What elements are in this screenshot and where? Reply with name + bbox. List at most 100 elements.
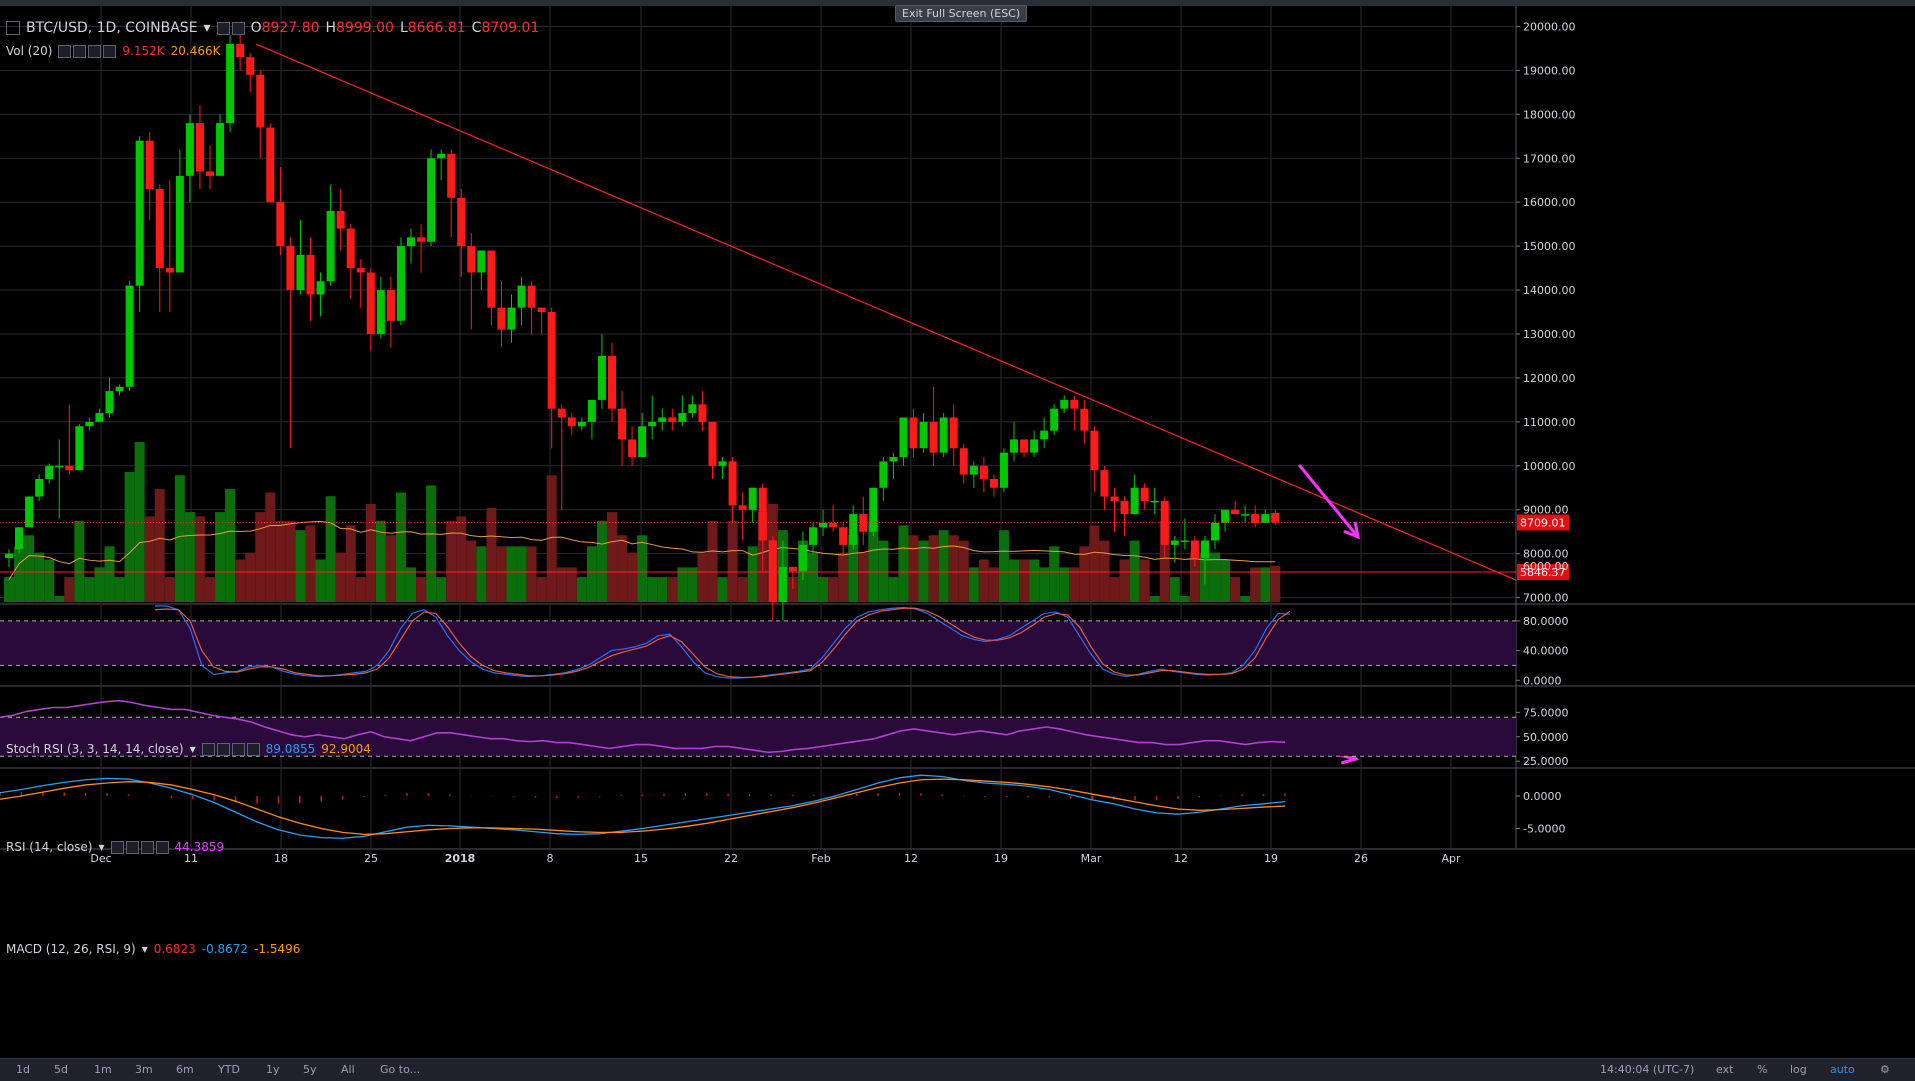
auto-toggle[interactable]: auto xyxy=(1830,1063,1855,1076)
volume-bar xyxy=(727,520,738,602)
high-value: H8999.00 xyxy=(325,20,394,36)
volume-bar xyxy=(717,577,728,602)
volume-bar xyxy=(94,567,105,602)
candle-body xyxy=(809,527,817,545)
candle-body xyxy=(1080,408,1089,431)
macd-legend: MACD (12, 26, RSI, 9) ▾ 0.6823 -0.8672 -… xyxy=(6,942,300,956)
goto-button[interactable]: Go to... xyxy=(380,1063,421,1076)
rsi-legend-buttons[interactable] xyxy=(110,840,169,854)
range-ytd[interactable]: YTD xyxy=(218,1063,240,1076)
candle-body xyxy=(216,123,225,176)
volume-bar xyxy=(647,577,658,602)
candle-body xyxy=(35,478,44,497)
range-all[interactable]: All xyxy=(341,1063,355,1076)
legend-buttons[interactable] xyxy=(216,21,245,35)
candle-body xyxy=(1261,514,1270,523)
candle-body xyxy=(1231,509,1240,515)
volume-bar xyxy=(1119,559,1130,602)
volume-legend-buttons[interactable] xyxy=(58,44,117,58)
volume-bar xyxy=(1049,546,1060,602)
candle-body xyxy=(919,421,928,449)
candle-body xyxy=(668,417,677,422)
macd-tick-label: -5.0000 xyxy=(1523,823,1565,836)
volume-bar xyxy=(858,552,869,602)
volume-bar xyxy=(34,552,45,602)
range-5y[interactable]: 5y xyxy=(303,1063,317,1076)
chevron-down-icon[interactable]: ▾ xyxy=(189,742,196,756)
volume-bar xyxy=(848,535,859,602)
range-5d[interactable]: 5d xyxy=(54,1063,68,1076)
candle-body xyxy=(648,421,657,427)
x-tick-label: 12 xyxy=(904,852,918,865)
volume-bar xyxy=(335,552,346,602)
percent-toggle[interactable]: % xyxy=(1757,1063,1768,1076)
volume-bar xyxy=(657,577,668,602)
candle-body xyxy=(256,74,265,128)
candle-body xyxy=(889,457,898,462)
chevron-down-icon[interactable]: ▾ xyxy=(141,942,148,956)
volume-bar xyxy=(4,577,14,602)
chevron-down-icon[interactable]: ▾ xyxy=(203,20,211,36)
price-tick-label: 17000.00 xyxy=(1523,152,1576,165)
volume-bar xyxy=(1179,596,1190,602)
volume-bar xyxy=(1210,552,1220,602)
candle-body xyxy=(1110,496,1119,501)
candle-body xyxy=(417,237,426,242)
trading-chart[interactable]: 20000.00 19000.00 18000.00 17000.00 16000.00… xyxy=(0,0,1915,1058)
range-3m[interactable]: 3m xyxy=(135,1063,153,1076)
x-tick-label: 19 xyxy=(994,852,1008,865)
range-6m[interactable]: 6m xyxy=(176,1063,194,1076)
candle-body xyxy=(1120,500,1129,515)
candle-body xyxy=(829,522,838,528)
gear-icon[interactable]: ⚙ xyxy=(1880,1063,1890,1076)
candle-body xyxy=(427,158,436,242)
rsi-label[interactable]: RSI (14, close) xyxy=(6,840,93,854)
candle-body xyxy=(768,540,777,602)
candle-body xyxy=(658,417,667,422)
candle-body xyxy=(778,566,787,602)
candle-body xyxy=(246,57,255,75)
volume-bar xyxy=(325,496,336,602)
range-1m[interactable]: 1m xyxy=(94,1063,112,1076)
candle-body xyxy=(839,527,848,545)
x-tick-label: Feb xyxy=(811,852,830,865)
collapse-legend-icon[interactable] xyxy=(6,21,20,35)
candle-body xyxy=(638,426,647,458)
exit-full-screen-button[interactable]: Exit Full Screen (ESC) xyxy=(895,5,1028,22)
volume-bar xyxy=(164,577,175,602)
macd-line xyxy=(0,774,1286,839)
volume-bar xyxy=(255,512,266,602)
candle-body xyxy=(55,465,64,468)
stoch-k-value: 89.0855 xyxy=(265,742,316,756)
stoch-rsi-label[interactable]: Stoch RSI (3, 3, 14, 14, close) xyxy=(6,742,184,756)
chevron-down-icon[interactable]: ▾ xyxy=(98,840,105,854)
stoch-band xyxy=(0,620,1516,666)
volume-bar xyxy=(1220,559,1231,602)
candle-body xyxy=(195,123,204,172)
candle-body xyxy=(507,307,516,330)
range-1y[interactable]: 1y xyxy=(266,1063,280,1076)
volume-bar xyxy=(667,577,678,602)
macd-label[interactable]: MACD (12, 26, RSI, 9) xyxy=(6,942,136,956)
symbol-label[interactable]: BTC/USD, 1D, COINBASE xyxy=(26,20,198,36)
stoch-legend-buttons[interactable] xyxy=(201,742,260,756)
candle-body xyxy=(75,426,84,471)
range-1d[interactable]: 1d xyxy=(16,1063,30,1076)
macd-tick-label: 0.0000 xyxy=(1523,790,1562,803)
volume-bar xyxy=(295,530,306,602)
volume-bar xyxy=(14,546,25,602)
stoch-k-line xyxy=(155,605,1291,679)
volume-bar xyxy=(898,525,909,602)
volume-bar xyxy=(1149,596,1160,602)
volume-bar xyxy=(124,471,135,602)
volume-label[interactable]: Vol (20) xyxy=(6,44,53,58)
log-toggle[interactable]: log xyxy=(1790,1063,1807,1076)
stoch-rsi-legend: Stoch RSI (3, 3, 14, 14, close) ▾ 89.085… xyxy=(6,742,371,756)
candle-body xyxy=(226,44,235,124)
candle-body xyxy=(819,522,828,528)
volume-bar xyxy=(1159,520,1170,602)
candle-body xyxy=(597,355,606,400)
ext-toggle[interactable]: ext xyxy=(1716,1063,1734,1076)
volume-bar xyxy=(536,577,547,602)
candle-body xyxy=(899,417,908,458)
